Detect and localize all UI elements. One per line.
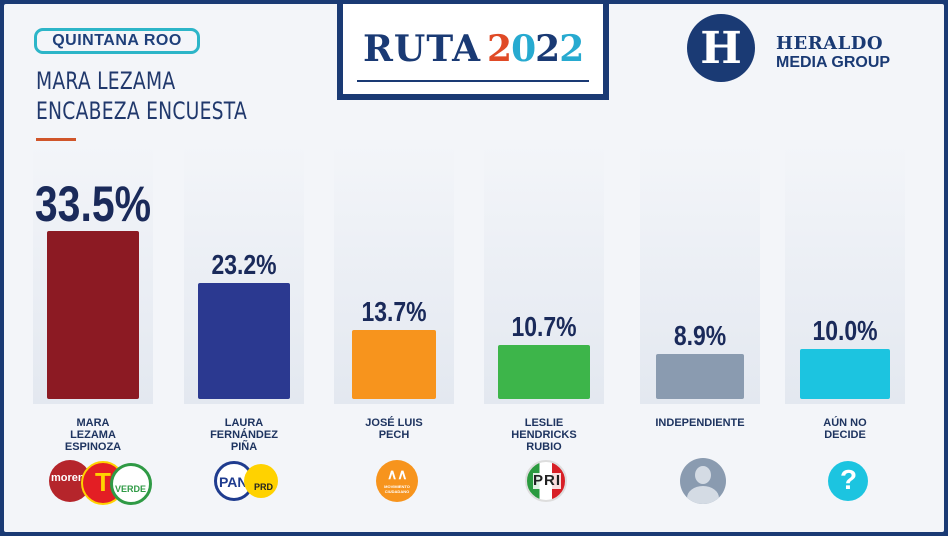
publisher-name: HERALDO bbox=[776, 33, 884, 54]
movimiento-ciudadano-logo-icon: ∧∧ MOVIMIENTO CIUDADANO bbox=[376, 460, 418, 502]
bar-value-label: 10.0% bbox=[812, 315, 878, 346]
headline: MARA LEZAMA ENCABEZA ENCUESTA bbox=[36, 66, 247, 126]
bar-value-label: 33.5% bbox=[34, 176, 152, 232]
bar-value-label: 13.7% bbox=[361, 296, 427, 327]
candidate-name: INDEPENDIENTE bbox=[655, 417, 745, 429]
bar bbox=[800, 349, 890, 399]
bar-value-label: 23.2% bbox=[211, 249, 277, 280]
ruta-2022-logo: RUTA 2022 bbox=[337, 4, 609, 100]
logo-text: VERDE bbox=[115, 484, 147, 494]
candidate-name: LAURA FERNÁNDEZ PIÑA bbox=[210, 417, 278, 453]
headline-line-2: ENCABEZA ENCUESTA bbox=[36, 97, 248, 125]
heraldo-logo-icon: H bbox=[687, 14, 755, 82]
bar bbox=[198, 283, 290, 399]
publisher-subtitle: MEDIA GROUP bbox=[776, 54, 891, 71]
ruta-word: RUTA bbox=[363, 28, 482, 70]
bar-value-label: 8.9% bbox=[673, 320, 727, 351]
candidate-name: LESLIE HENDRICKS RUBIO bbox=[511, 417, 577, 453]
bar bbox=[352, 330, 436, 399]
year-digit: 2 bbox=[487, 28, 512, 70]
logo-text: PRI bbox=[533, 472, 562, 489]
verde-logo-icon: VERDE bbox=[110, 463, 152, 505]
candidate-name: JOSÉ LUIS PECH bbox=[365, 417, 423, 441]
state-badge: QUINTANA ROO bbox=[34, 28, 200, 54]
year-digit: 0 bbox=[511, 28, 536, 70]
logo-text: PAN bbox=[219, 474, 248, 490]
logo-text: ? bbox=[840, 464, 858, 495]
eagle-mark: ∧∧ bbox=[387, 466, 408, 482]
headline-underline bbox=[36, 138, 76, 141]
bar bbox=[498, 345, 590, 399]
silhouette-head bbox=[695, 466, 711, 484]
year-digit: 2 bbox=[535, 28, 560, 70]
logo-text: PRD bbox=[254, 482, 274, 492]
logo-text: MOVIMIENTO CIUDADANO bbox=[384, 484, 410, 494]
bar bbox=[656, 354, 744, 399]
logo-text: T bbox=[95, 467, 111, 497]
user-silhouette-icon bbox=[680, 458, 726, 504]
infographic-panel: QUINTANA ROO MARA LEZAMA ENCABEZA ENCUES… bbox=[4, 4, 944, 532]
bar bbox=[47, 231, 139, 399]
silhouette-body bbox=[687, 486, 719, 504]
logo-text: morena bbox=[51, 472, 91, 484]
pri-logo-icon: PRI bbox=[525, 460, 567, 502]
bar-value-label: 10.7% bbox=[511, 311, 577, 342]
heraldo-logo-text: HERALDO MEDIA GROUP bbox=[776, 34, 890, 72]
question-mark-icon: ? bbox=[828, 461, 868, 501]
ruta-year: 2022 bbox=[487, 28, 584, 70]
candidate-name: MARA LEZAMA ESPINOZA bbox=[64, 417, 122, 453]
prd-logo-icon: PRD bbox=[244, 464, 278, 498]
ruta-logo-frame: RUTA 2022 bbox=[357, 6, 589, 82]
year-digit: 2 bbox=[559, 28, 584, 70]
headline-line-1: MARA LEZAMA bbox=[36, 67, 176, 95]
candidate-name: AÚN NO DECIDE bbox=[823, 417, 867, 441]
